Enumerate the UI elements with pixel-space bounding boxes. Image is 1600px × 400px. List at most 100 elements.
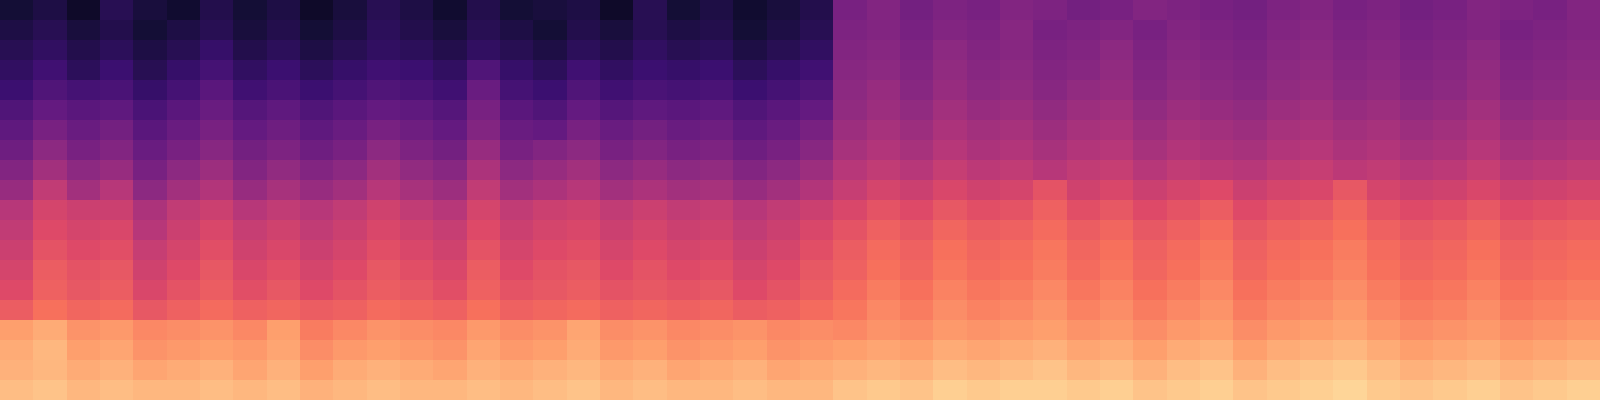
cell bbox=[1333, 240, 1367, 261]
cell bbox=[700, 360, 734, 381]
cell bbox=[467, 180, 501, 201]
cell bbox=[1400, 0, 1434, 21]
cell bbox=[867, 380, 901, 400]
cell bbox=[667, 0, 701, 21]
cell bbox=[1000, 200, 1034, 221]
cell bbox=[67, 0, 101, 21]
cell bbox=[100, 120, 134, 141]
cell bbox=[700, 80, 734, 101]
cell bbox=[1467, 160, 1501, 181]
cell bbox=[1400, 160, 1434, 181]
cell bbox=[800, 20, 834, 41]
cell bbox=[267, 20, 301, 41]
cell bbox=[1200, 200, 1234, 221]
cell bbox=[1000, 180, 1034, 201]
cell bbox=[1433, 320, 1467, 341]
cell bbox=[1567, 0, 1600, 21]
cell bbox=[1033, 120, 1067, 141]
cell bbox=[1400, 280, 1434, 301]
cell bbox=[867, 40, 901, 61]
cell bbox=[700, 40, 734, 61]
cell bbox=[167, 140, 201, 161]
cell bbox=[1233, 320, 1267, 341]
cell bbox=[333, 240, 367, 261]
cell bbox=[1333, 20, 1367, 41]
cell bbox=[667, 20, 701, 41]
cell bbox=[700, 140, 734, 161]
cell bbox=[567, 60, 601, 81]
cell bbox=[767, 360, 801, 381]
cell bbox=[67, 240, 101, 261]
cell bbox=[0, 240, 34, 261]
cell bbox=[700, 240, 734, 261]
cell bbox=[1267, 60, 1301, 81]
cell bbox=[1500, 0, 1534, 21]
cell bbox=[200, 380, 234, 400]
cell bbox=[300, 280, 334, 301]
cell bbox=[67, 220, 101, 241]
cell bbox=[867, 60, 901, 81]
cell bbox=[1367, 300, 1401, 321]
cell bbox=[33, 260, 67, 281]
cell bbox=[1067, 340, 1101, 361]
cell bbox=[967, 180, 1001, 201]
cell bbox=[100, 300, 134, 321]
cell bbox=[667, 300, 701, 321]
cell bbox=[200, 180, 234, 201]
cell bbox=[933, 340, 967, 361]
cell bbox=[1467, 100, 1501, 121]
cell bbox=[1133, 120, 1167, 141]
cell bbox=[1100, 200, 1134, 221]
cell bbox=[867, 120, 901, 141]
cell bbox=[1367, 0, 1401, 21]
cell bbox=[767, 380, 801, 400]
cell bbox=[267, 180, 301, 201]
cell bbox=[1167, 140, 1201, 161]
cell bbox=[1267, 360, 1301, 381]
cell bbox=[833, 260, 867, 281]
cell bbox=[333, 360, 367, 381]
cell bbox=[667, 280, 701, 301]
cell bbox=[1067, 260, 1101, 281]
cell bbox=[333, 180, 367, 201]
cell bbox=[1567, 20, 1600, 41]
cell bbox=[567, 320, 601, 341]
cell bbox=[500, 40, 534, 61]
cell bbox=[967, 340, 1001, 361]
cell bbox=[733, 240, 767, 261]
cell bbox=[567, 20, 601, 41]
cell bbox=[533, 200, 567, 221]
cell bbox=[700, 340, 734, 361]
cell bbox=[267, 320, 301, 341]
cell bbox=[267, 0, 301, 21]
cell bbox=[967, 320, 1001, 341]
cell bbox=[833, 280, 867, 301]
cell bbox=[1500, 240, 1534, 261]
cell bbox=[1267, 40, 1301, 61]
cell bbox=[200, 20, 234, 41]
cell bbox=[1533, 220, 1567, 241]
cell bbox=[1000, 260, 1034, 281]
cell bbox=[1067, 320, 1101, 341]
cell bbox=[933, 0, 967, 21]
cell bbox=[533, 180, 567, 201]
cell bbox=[467, 60, 501, 81]
cell bbox=[1133, 100, 1167, 121]
cell bbox=[633, 20, 667, 41]
cell bbox=[267, 100, 301, 121]
cell bbox=[200, 80, 234, 101]
cell bbox=[1433, 120, 1467, 141]
cell bbox=[800, 340, 834, 361]
cell bbox=[533, 20, 567, 41]
cell bbox=[567, 360, 601, 381]
cell bbox=[1300, 180, 1334, 201]
cell bbox=[900, 360, 934, 381]
cell bbox=[633, 320, 667, 341]
cell bbox=[467, 120, 501, 141]
cell bbox=[667, 240, 701, 261]
cell bbox=[1500, 140, 1534, 161]
cell bbox=[1567, 340, 1600, 361]
cell bbox=[767, 100, 801, 121]
cell bbox=[100, 320, 134, 341]
cell bbox=[567, 40, 601, 61]
